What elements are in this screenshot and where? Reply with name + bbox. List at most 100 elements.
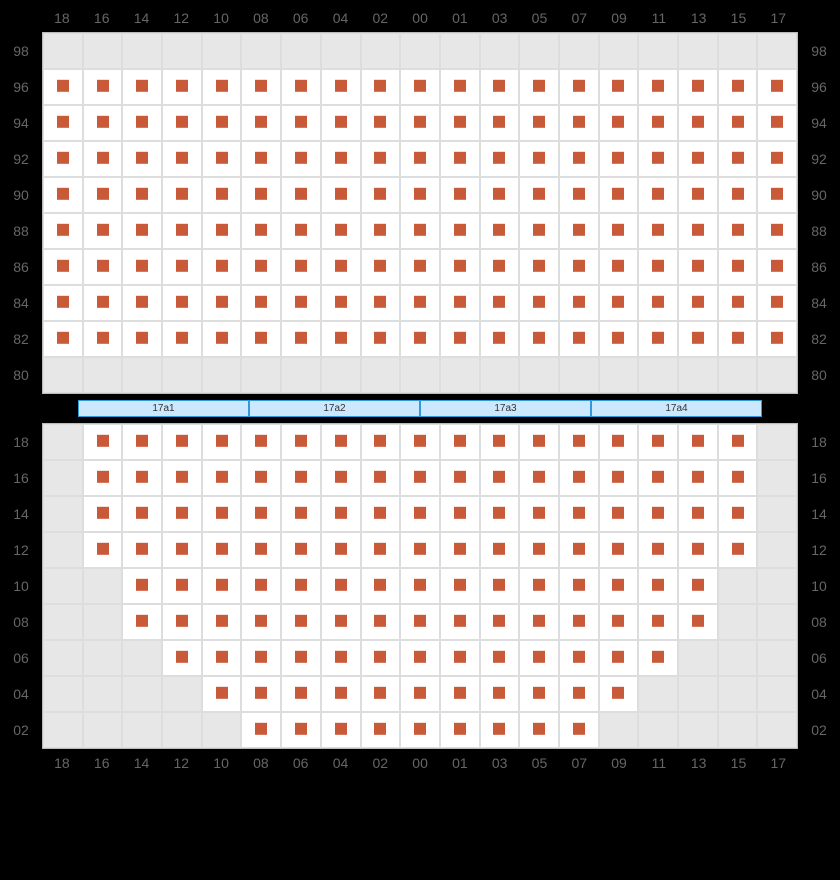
seat-active[interactable] (43, 141, 83, 177)
seat-active[interactable] (519, 249, 559, 285)
seat-active[interactable] (519, 321, 559, 357)
seat-active[interactable] (43, 69, 83, 105)
seat-active[interactable] (599, 676, 639, 712)
seat-active[interactable] (122, 249, 162, 285)
seat-active[interactable] (281, 105, 321, 141)
seat-active[interactable] (241, 249, 281, 285)
seat-active[interactable] (202, 321, 242, 357)
seat-active[interactable] (559, 712, 599, 748)
seat-active[interactable] (122, 604, 162, 640)
seat-active[interactable] (162, 604, 202, 640)
seat-active[interactable] (519, 568, 559, 604)
seat-active[interactable] (162, 249, 202, 285)
seat-active[interactable] (480, 532, 520, 568)
seat-active[interactable] (599, 213, 639, 249)
seat-active[interactable] (43, 285, 83, 321)
seat-active[interactable] (281, 532, 321, 568)
seat-active[interactable] (162, 177, 202, 213)
seat-active[interactable] (400, 321, 440, 357)
seat-active[interactable] (757, 249, 797, 285)
seat-active[interactable] (757, 177, 797, 213)
seat-active[interactable] (83, 105, 123, 141)
seat-active[interactable] (43, 321, 83, 357)
seat-active[interactable] (122, 213, 162, 249)
seat-active[interactable] (559, 177, 599, 213)
seat-active[interactable] (440, 532, 480, 568)
seat-active[interactable] (281, 321, 321, 357)
seat-active[interactable] (440, 604, 480, 640)
seat-active[interactable] (281, 496, 321, 532)
seat-active[interactable] (361, 640, 401, 676)
seat-active[interactable] (361, 424, 401, 460)
seat-active[interactable] (678, 213, 718, 249)
seat-active[interactable] (718, 69, 758, 105)
seat-active[interactable] (281, 460, 321, 496)
seat-active[interactable] (440, 69, 480, 105)
seat-active[interactable] (400, 640, 440, 676)
seat-active[interactable] (361, 496, 401, 532)
seat-active[interactable] (599, 604, 639, 640)
seat-active[interactable] (43, 105, 83, 141)
seat-active[interactable] (83, 532, 123, 568)
seat-active[interactable] (321, 321, 361, 357)
seat-active[interactable] (678, 141, 718, 177)
seat-active[interactable] (559, 285, 599, 321)
seat-active[interactable] (241, 285, 281, 321)
seat-active[interactable] (361, 285, 401, 321)
seat-active[interactable] (400, 213, 440, 249)
seat-active[interactable] (321, 604, 361, 640)
seat-active[interactable] (321, 424, 361, 460)
seat-active[interactable] (440, 141, 480, 177)
seat-active[interactable] (757, 105, 797, 141)
seat-active[interactable] (202, 424, 242, 460)
seat-active[interactable] (678, 69, 718, 105)
seat-active[interactable] (638, 105, 678, 141)
seat-active[interactable] (599, 640, 639, 676)
seat-active[interactable] (519, 213, 559, 249)
seat-active[interactable] (480, 424, 520, 460)
seat-active[interactable] (400, 568, 440, 604)
seat-active[interactable] (202, 285, 242, 321)
seat-active[interactable] (361, 105, 401, 141)
section-tab[interactable]: 17a1 (78, 400, 249, 417)
seat-active[interactable] (83, 460, 123, 496)
seat-active[interactable] (480, 640, 520, 676)
seat-active[interactable] (599, 177, 639, 213)
seat-active[interactable] (83, 177, 123, 213)
section-tab[interactable]: 17a2 (249, 400, 420, 417)
seat-active[interactable] (400, 532, 440, 568)
seat-active[interactable] (440, 676, 480, 712)
seat-active[interactable] (559, 249, 599, 285)
seat-active[interactable] (678, 177, 718, 213)
seat-active[interactable] (638, 249, 678, 285)
seat-active[interactable] (241, 712, 281, 748)
seat-active[interactable] (162, 141, 202, 177)
seat-active[interactable] (519, 105, 559, 141)
seat-active[interactable] (519, 640, 559, 676)
seat-active[interactable] (559, 532, 599, 568)
seat-active[interactable] (718, 177, 758, 213)
seat-active[interactable] (718, 496, 758, 532)
seat-active[interactable] (400, 105, 440, 141)
seat-active[interactable] (162, 532, 202, 568)
seat-active[interactable] (638, 285, 678, 321)
seat-active[interactable] (122, 285, 162, 321)
seat-active[interactable] (559, 604, 599, 640)
seat-active[interactable] (281, 424, 321, 460)
seat-active[interactable] (599, 532, 639, 568)
seat-active[interactable] (202, 69, 242, 105)
seat-active[interactable] (202, 640, 242, 676)
seat-active[interactable] (361, 321, 401, 357)
seat-active[interactable] (638, 496, 678, 532)
seat-active[interactable] (241, 640, 281, 676)
seat-active[interactable] (281, 568, 321, 604)
seat-active[interactable] (599, 568, 639, 604)
seat-active[interactable] (361, 249, 401, 285)
seat-active[interactable] (440, 321, 480, 357)
seat-active[interactable] (638, 532, 678, 568)
seat-active[interactable] (480, 141, 520, 177)
seat-active[interactable] (638, 640, 678, 676)
seat-active[interactable] (599, 496, 639, 532)
seat-active[interactable] (559, 213, 599, 249)
seat-active[interactable] (162, 568, 202, 604)
